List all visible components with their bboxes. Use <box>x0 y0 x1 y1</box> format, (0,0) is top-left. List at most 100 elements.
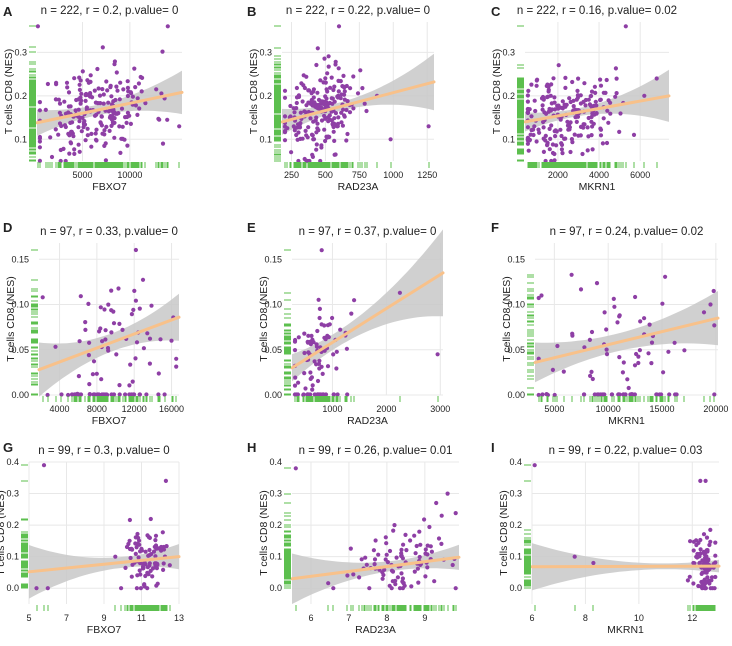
data-point <box>312 100 317 105</box>
data-point <box>107 128 112 133</box>
data-point <box>646 351 651 356</box>
data-point <box>130 94 135 99</box>
data-point <box>552 107 558 112</box>
data-point <box>345 573 350 578</box>
data-point <box>574 97 579 102</box>
data-point <box>360 86 365 91</box>
data-point <box>345 99 350 104</box>
data-point <box>129 91 134 96</box>
data-point <box>317 315 322 321</box>
data-point <box>137 392 142 397</box>
data-point <box>532 98 537 103</box>
y-tick-label: 0.10 <box>264 300 282 310</box>
data-point <box>117 97 122 102</box>
data-point <box>282 114 288 119</box>
chart-title: n = 99, r = 0.3, p.value= 0 <box>38 445 169 457</box>
data-point <box>112 116 117 121</box>
data-point <box>322 113 327 118</box>
data-point <box>79 91 84 96</box>
data-point <box>70 120 75 125</box>
data-point <box>687 574 692 579</box>
confidence-band <box>535 291 718 383</box>
data-point <box>697 560 702 565</box>
data-point <box>453 511 458 516</box>
data-point <box>694 542 699 548</box>
x-tick-label: 2000 <box>548 170 568 180</box>
x-tick-label: 15000 <box>650 404 675 414</box>
data-point <box>568 149 573 155</box>
x-tick-label: 8000 <box>87 404 107 414</box>
data-point <box>163 478 168 483</box>
y-tick-label: 0.3 <box>269 489 282 499</box>
data-point <box>48 135 53 140</box>
data-point <box>590 147 595 152</box>
data-point <box>550 142 555 147</box>
data-point <box>351 74 356 79</box>
data-point <box>322 127 327 132</box>
data-point <box>388 137 393 142</box>
data-point <box>626 385 631 391</box>
data-point <box>161 561 166 566</box>
x-axis-label: MKRN1 <box>607 624 644 636</box>
data-point <box>606 98 611 103</box>
data-point <box>147 336 153 341</box>
data-point <box>620 370 625 375</box>
data-point <box>87 340 92 345</box>
data-point <box>525 110 530 116</box>
data-point <box>713 560 718 565</box>
data-point <box>177 124 182 129</box>
data-point <box>303 386 308 391</box>
data-point <box>310 383 315 388</box>
rug-marks <box>527 274 715 402</box>
data-point <box>37 100 43 105</box>
data-point <box>136 555 141 560</box>
data-point <box>322 99 327 105</box>
confidence-band <box>39 293 179 397</box>
data-point <box>103 158 108 163</box>
data-point <box>663 274 668 279</box>
data-point <box>68 104 73 109</box>
y-axis-label: T cells CD8 (NES) <box>498 490 510 576</box>
data-point <box>602 392 607 397</box>
data-point <box>296 130 301 135</box>
data-point <box>142 584 147 589</box>
data-point <box>37 108 43 113</box>
data-point <box>302 331 307 336</box>
data-point <box>143 549 148 554</box>
data-point <box>691 581 696 586</box>
data-point <box>319 248 324 253</box>
data-point <box>113 97 118 103</box>
data-point <box>102 132 107 137</box>
data-point <box>701 532 707 537</box>
data-point <box>57 110 63 115</box>
data-point <box>702 561 707 566</box>
x-axis-label: RAD23A <box>347 415 388 427</box>
data-point <box>154 583 159 588</box>
data-point <box>80 69 85 74</box>
data-point <box>685 578 690 583</box>
x-tick-label: 13 <box>174 613 184 623</box>
data-point <box>704 554 709 559</box>
data-point <box>317 306 322 311</box>
data-point <box>93 137 99 142</box>
y-axis-label: T cells CD8 (NES) <box>0 490 7 576</box>
data-point <box>334 366 339 371</box>
data-point <box>61 146 66 151</box>
data-point <box>88 91 93 96</box>
data-point <box>571 104 576 109</box>
data-point <box>294 106 299 111</box>
data-point <box>123 392 128 397</box>
data-point <box>416 580 421 585</box>
data-point <box>318 78 323 83</box>
y-tick-label: 0.3 <box>509 489 522 499</box>
x-tick-label: 10000 <box>596 404 621 414</box>
data-point <box>128 121 133 126</box>
data-point <box>289 150 294 155</box>
data-point <box>325 115 330 120</box>
data-point <box>593 90 598 95</box>
data-point <box>364 562 369 567</box>
data-point <box>56 132 61 137</box>
